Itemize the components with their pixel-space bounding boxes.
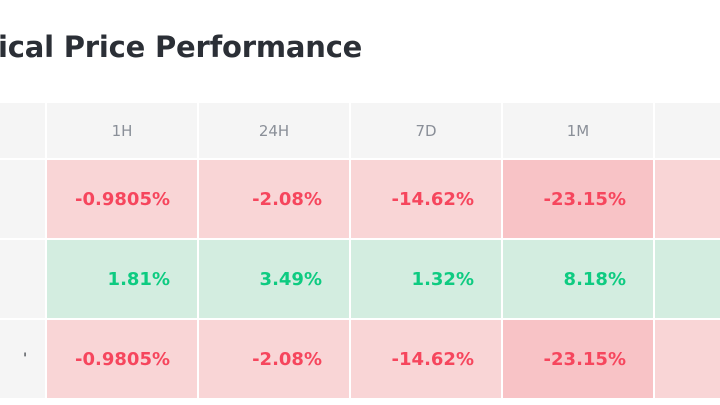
header-corner xyxy=(0,103,45,158)
section-title: ical Price Performance xyxy=(0,30,363,64)
header-1m: 1M xyxy=(503,103,653,158)
row-label xyxy=(0,160,45,238)
header-24h: 24H xyxy=(199,103,349,158)
cell-24h: -2.08% xyxy=(199,320,349,398)
header-1h: 1H xyxy=(47,103,197,158)
cell-3m: -7 xyxy=(655,320,720,398)
cell-24h: -2.08% xyxy=(199,160,349,238)
header-3m: 3 xyxy=(655,103,720,158)
cell-1m: 8.18% xyxy=(503,240,653,318)
cell-1m: -23.15% xyxy=(503,160,653,238)
header-7d: 7D xyxy=(351,103,501,158)
cell-7d: -14.62% xyxy=(351,320,501,398)
row-label xyxy=(0,240,45,318)
cell-1m: -23.15% xyxy=(503,320,653,398)
cell-1h: 1.81% xyxy=(47,240,197,318)
cell-3m: -7 xyxy=(655,160,720,238)
performance-table: 1H 24H 7D 1M 3 -0.9805% -2.08% -14.62% -… xyxy=(0,103,720,405)
cell-3m: 7 xyxy=(655,240,720,318)
cell-1h: -0.9805% xyxy=(47,320,197,398)
cell-7d: -14.62% xyxy=(351,160,501,238)
cell-7d: 1.32% xyxy=(351,240,501,318)
cell-24h: 3.49% xyxy=(199,240,349,318)
row-label: ' xyxy=(0,320,45,398)
cell-1h: -0.9805% xyxy=(47,160,197,238)
